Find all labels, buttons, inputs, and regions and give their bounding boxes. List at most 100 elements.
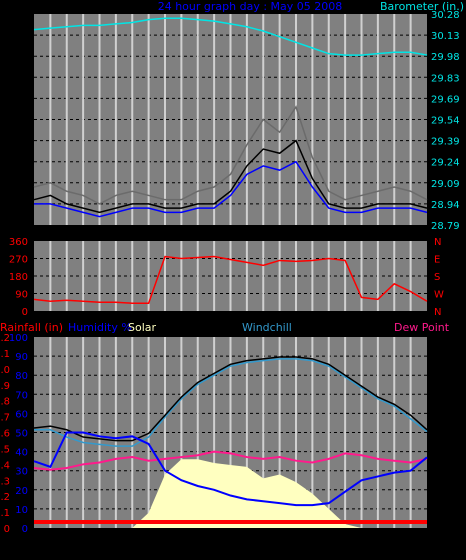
series-layer — [33, 17, 428, 528]
legend-humidity: Humidity % — [68, 321, 132, 334]
temperature-tick: 0 — [444, 505, 450, 516]
rain-tick: 0.3 — [0, 476, 10, 487]
humidity-tick: 60 — [15, 409, 28, 420]
hour-label: 6pm — [319, 531, 339, 541]
legend-windchill: Windchill — [242, 321, 292, 334]
series-dew-point — [33, 450, 428, 471]
rain-tick: 1.1 — [0, 349, 10, 360]
sunrise-label: sunrise — [118, 233, 147, 242]
humidity-tick: 30 — [15, 467, 28, 478]
end-tick-label: 1 — [425, 531, 431, 541]
series-solar — [34, 459, 427, 528]
compass-tick: W — [434, 290, 444, 301]
windspeed-tick: 45 — [15, 31, 28, 42]
hour-label: 10am — [185, 531, 211, 541]
chart-title: 24 hour graph day : May 05 2008 — [158, 0, 343, 13]
axis-layer: 0510152025303540455028.7928.9429.0929.24… — [0, 10, 460, 550]
compass-tick: S — [434, 272, 440, 283]
rain-tick: 1.0 — [0, 365, 10, 376]
barometer-tick: 30.13 — [431, 31, 460, 42]
rain-tick: 0.7 — [0, 413, 10, 424]
hour-label: 4pm — [286, 229, 306, 239]
humidity-tick: 100 — [9, 333, 28, 344]
series-average — [34, 160, 428, 218]
compass-tick: N — [434, 307, 441, 318]
legend-rainfall: Rainfall (in) — [0, 321, 63, 334]
hour-label: 8pm — [351, 229, 371, 239]
rain-tick: 0 — [4, 524, 10, 535]
sunset-label: sunset — [348, 233, 375, 242]
humidity-tick: 70 — [15, 390, 28, 401]
barometer-tick: 30.28 — [431, 10, 460, 21]
end-tick-label: 1 — [425, 229, 431, 239]
hour-label: 12pm — [218, 229, 244, 239]
hour-label: 2am — [57, 531, 77, 541]
rain-tick: 0.9 — [0, 381, 10, 392]
barometer-tick: 29.39 — [431, 137, 460, 148]
compass-tick: E — [434, 255, 440, 266]
temperature-tick: 42 — [444, 429, 457, 440]
rain-tick: 0.6 — [0, 429, 10, 440]
rain-tick: 0.5 — [0, 444, 10, 455]
hour-label: 6am — [122, 229, 142, 239]
direction-tick: 180 — [9, 272, 28, 283]
temperature-tick: 63 — [444, 390, 457, 401]
barometer-tick: 29.09 — [431, 179, 460, 190]
rain-tick: 0.8 — [0, 397, 10, 408]
series-humidity — [33, 431, 428, 507]
legend-solar: Solar — [128, 321, 157, 334]
temperature-tick: -10 — [444, 524, 460, 535]
hour-label: 12pm — [218, 531, 244, 541]
hour-label: 8am — [155, 229, 175, 239]
temperature-tick: 32 — [444, 448, 457, 459]
humidity-tick: 10 — [15, 505, 28, 516]
humidity-tick: 0 — [22, 524, 28, 535]
temperature-tick: 21 — [444, 467, 457, 478]
barometer-tick: 29.98 — [431, 52, 460, 63]
hour-label: 4pm — [286, 531, 306, 541]
temperature-tick: 84 — [444, 352, 457, 363]
barometer-tick: 29.54 — [431, 116, 460, 127]
hour-label: 10pm — [381, 229, 407, 239]
rain-tick: 1.2 — [0, 333, 10, 344]
series-gust — [33, 105, 428, 205]
series-rainfall — [34, 520, 427, 524]
rain-tick: 0.2 — [0, 492, 10, 503]
barometer-tick: 28.94 — [431, 200, 460, 211]
hour-label: 6pm — [319, 229, 339, 239]
hour-label: 2pm — [253, 531, 273, 541]
series-wind-speed — [33, 139, 428, 214]
hour-label: 2am — [57, 229, 77, 239]
hour-label: 8pm — [351, 531, 371, 541]
windspeed-tick: 35 — [15, 73, 28, 84]
direction-tick: 270 — [9, 255, 28, 266]
windspeed-tick: 50 — [15, 10, 28, 21]
hour-label: 4am — [89, 531, 109, 541]
humidity-tick: 90 — [15, 352, 28, 363]
hour-label: 4am — [89, 229, 109, 239]
barometer-tick: 29.69 — [431, 94, 460, 105]
windspeed-tick: 0 — [22, 221, 28, 232]
windspeed-tick: 5 — [22, 200, 28, 211]
barometer-tick: 29.83 — [431, 73, 460, 84]
legend-temperature: Temperature (°F) — [312, 321, 407, 334]
direction-tick: 0 — [22, 307, 28, 318]
windspeed-tick: 20 — [15, 137, 28, 148]
windspeed-tick: 15 — [15, 158, 28, 169]
humidity-tick: 40 — [15, 448, 28, 459]
hour-label: 2pm — [253, 229, 273, 239]
temperature-tick: 74 — [444, 371, 457, 382]
series-temperature — [33, 356, 428, 442]
direction-tick: 360 — [9, 237, 28, 248]
windspeed-tick: 10 — [15, 179, 28, 190]
legend-dewpoint: Dew Point — [394, 321, 450, 334]
sunrise-label: sunrise — [118, 541, 147, 550]
compass-tick: N — [434, 237, 441, 248]
humidity-tick: 20 — [15, 486, 28, 497]
hour-label: 10pm — [381, 531, 407, 541]
series-wind-direction — [33, 255, 428, 304]
temperature-tick: 53 — [444, 409, 457, 420]
temperature-tick: 95 — [444, 333, 457, 344]
rain-tick: 0.4 — [0, 460, 10, 471]
